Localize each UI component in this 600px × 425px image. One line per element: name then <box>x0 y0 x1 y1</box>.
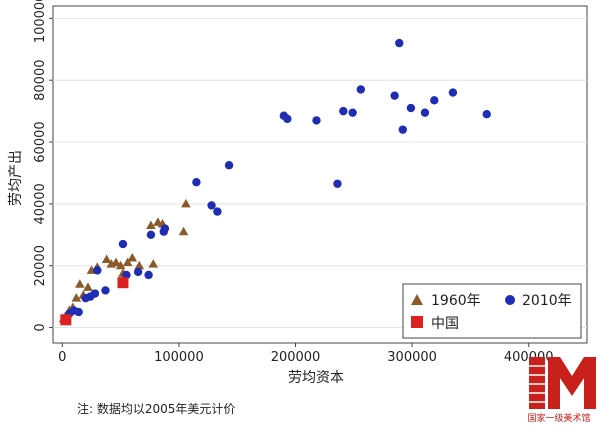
point-2010 <box>482 110 491 119</box>
point-1960 <box>111 257 121 267</box>
x-tick-label: 400000 <box>504 350 554 365</box>
legend-label-1960: 1960年 <box>431 293 481 309</box>
x-tick-label: 100000 <box>154 350 204 365</box>
y-tick-label: 40000 <box>33 183 48 224</box>
point-2010 <box>192 178 201 187</box>
point-1960 <box>181 198 191 208</box>
y-tick-label: 100000 <box>33 0 48 43</box>
legend-triangle-icon <box>411 294 423 305</box>
point-1960 <box>83 282 93 291</box>
point-2010 <box>348 108 357 117</box>
point-2010 <box>333 179 342 188</box>
legend-circle-icon <box>505 295 515 305</box>
point-2010 <box>448 88 458 97</box>
point-1960 <box>146 220 156 230</box>
point-2010 <box>406 103 416 113</box>
point-1960 <box>115 260 126 270</box>
legend-square-icon <box>411 316 423 328</box>
axis-ticks: 0 20000 40000 60000 80000 100000 0 100000 200000… <box>33 0 554 365</box>
logo-text: 国家一级美术馆 <box>527 412 590 424</box>
legend-box <box>402 283 582 339</box>
point-1960 <box>134 260 145 270</box>
point-1960 <box>148 259 159 268</box>
y-tick-label: 80000 <box>33 60 48 101</box>
y-tick-label: 60000 <box>33 121 48 162</box>
legend: 1960年 2010年 中国 <box>402 283 582 339</box>
y-tick-label: 0 <box>33 323 48 331</box>
x-axis-title: 劳均资本 <box>288 370 344 386</box>
point-2010 <box>356 85 366 94</box>
point-2010 <box>74 307 83 317</box>
point-2010 <box>339 106 348 116</box>
point-2010 <box>118 239 128 249</box>
point-2010 <box>430 96 439 105</box>
point-1960 <box>75 279 85 288</box>
point-2010 <box>420 108 430 117</box>
logo-left-stripes <box>529 357 545 409</box>
point-2010 <box>90 289 100 298</box>
x-tick-label: 0 <box>58 350 66 365</box>
point-1960 <box>127 252 138 262</box>
point-1960 <box>122 257 133 267</box>
point-2010 <box>207 201 216 210</box>
point-1960 <box>71 293 82 302</box>
point-2010 <box>146 230 156 239</box>
point-2010 <box>133 267 143 277</box>
y-tick-label: 20000 <box>33 245 48 286</box>
point-2010 <box>122 270 131 280</box>
point-2010 <box>390 91 399 100</box>
logo-m-shape <box>548 357 596 409</box>
point-2010 <box>312 116 321 125</box>
point-2010 <box>144 270 153 280</box>
point-2010 <box>224 161 234 170</box>
point-2010 <box>101 286 110 295</box>
legend-label-2010: 2010年 <box>522 293 572 309</box>
point-2010 <box>160 224 170 233</box>
point-1960 <box>178 226 189 236</box>
point-china <box>60 314 72 326</box>
y-axis-title: 劳均产出 <box>8 150 24 206</box>
point-2010 <box>93 266 102 275</box>
point-2010 <box>395 38 404 48</box>
point-2010 <box>213 207 222 216</box>
legend-label-china: 中国 <box>431 316 459 332</box>
museum-logo: 国家一级美术馆 <box>527 357 596 424</box>
point-2010 <box>283 114 292 124</box>
point-china <box>117 277 129 289</box>
x-tick-label: 200000 <box>271 350 321 365</box>
data-points <box>58 38 491 326</box>
point-2010 <box>398 125 407 134</box>
point-1960 <box>101 254 112 264</box>
footnote: 注: 数据均以2005年美元计价 <box>77 402 236 416</box>
x-tick-label: 300000 <box>387 350 437 365</box>
